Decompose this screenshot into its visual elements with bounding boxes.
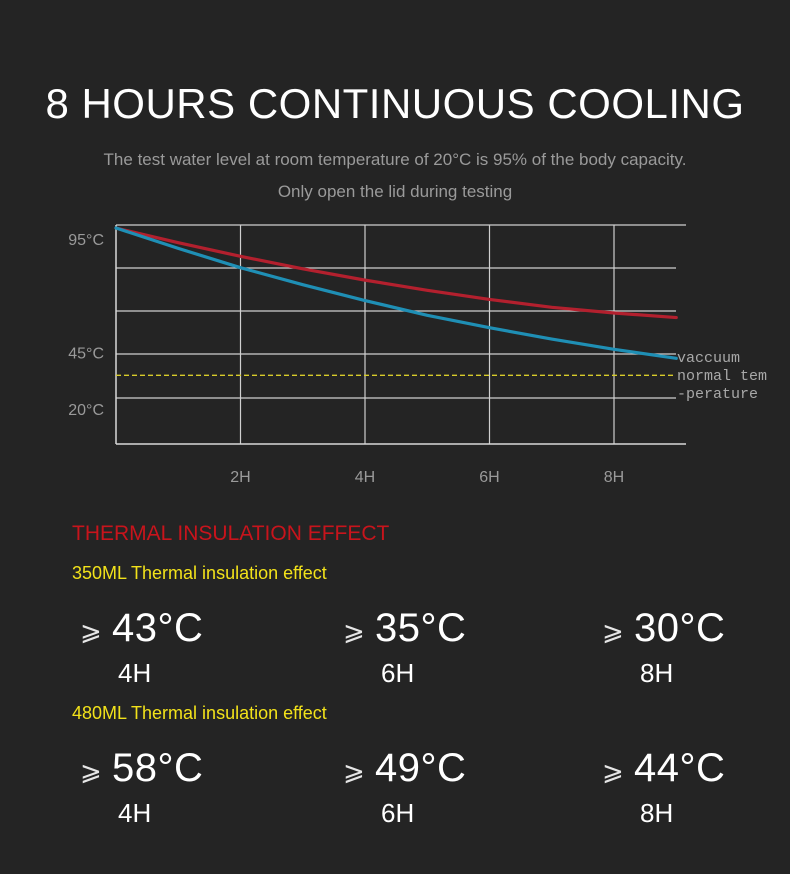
subtitle-line-1: The test water level at room temperature…: [103, 150, 687, 169]
stat-temp: 58°C: [112, 746, 204, 790]
stat-hour: 8H: [640, 798, 674, 828]
greater-equal-icon: ⩾: [602, 756, 624, 786]
greater-equal-icon: ⩾: [80, 616, 102, 646]
stat-hour: 8H: [640, 658, 674, 688]
greater-equal-icon: ⩾: [343, 756, 365, 786]
stat-hour: 6H: [381, 658, 415, 688]
chart-annotation: -perature: [677, 386, 758, 403]
greater-equal-icon: ⩾: [343, 616, 365, 646]
y-tick-label: 20°C: [68, 402, 104, 419]
stat-temp: 30°C: [634, 606, 726, 650]
group-title-480ml: 480ML Thermal insulation effect: [72, 703, 327, 723]
stat-temp: 35°C: [375, 606, 467, 650]
x-tick-label: 8H: [604, 469, 624, 486]
stat-temp: 49°C: [375, 746, 467, 790]
chart-annotation: normal tem: [677, 368, 767, 385]
x-tick-label: 4H: [355, 469, 375, 486]
stat-hour: 4H: [118, 798, 152, 828]
chart-annotation: vaccuum: [677, 350, 740, 367]
subtitle-line-2: Only open the lid during testing: [277, 182, 513, 201]
stat-temp: 43°C: [112, 606, 204, 650]
stat-hour: 4H: [118, 658, 152, 688]
group-title-350ml: 350ML Thermal insulation effect: [72, 563, 327, 583]
series-line-0: [114, 226, 678, 320]
y-tick-label: 95°C: [68, 232, 104, 249]
greater-equal-icon: ⩾: [80, 756, 102, 786]
x-tick-label: 6H: [479, 469, 499, 486]
greater-equal-icon: ⩾: [602, 616, 624, 646]
page-title: 8 HOURS CONTINUOUS COOLING: [45, 80, 745, 127]
insulation-heading: THERMAL INSULATION EFFECT: [72, 522, 390, 545]
y-tick-label: 45°C: [68, 345, 104, 362]
x-tick-label: 2H: [230, 469, 250, 486]
stat-hour: 6H: [381, 798, 415, 828]
series-line-1: [114, 226, 678, 360]
stat-temp: 44°C: [634, 746, 726, 790]
